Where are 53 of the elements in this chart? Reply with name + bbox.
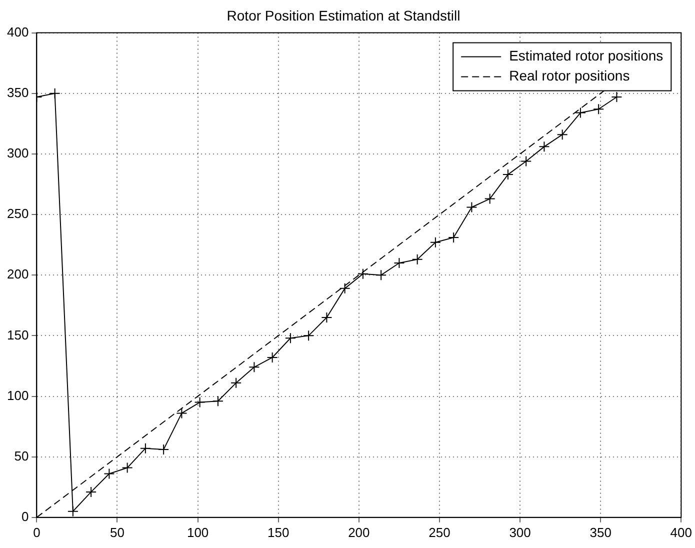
point bbox=[466, 202, 478, 213]
y-tick-label: 400 bbox=[6, 24, 29, 40]
y-tick-label: 0 bbox=[21, 508, 29, 524]
point bbox=[593, 104, 604, 115]
point bbox=[484, 193, 496, 204]
x-tick-label: 400 bbox=[670, 524, 692, 540]
point bbox=[376, 270, 387, 281]
x-tick-label: 50 bbox=[110, 524, 124, 540]
x-tick-label: 200 bbox=[348, 524, 370, 540]
y-tick-label: 350 bbox=[6, 84, 29, 100]
chart-title: Rotor Position Estimation at Standstill bbox=[226, 7, 460, 24]
x-tick-label: 350 bbox=[590, 524, 612, 540]
y-tick-label: 250 bbox=[6, 206, 29, 222]
y-tick-label: 50 bbox=[14, 448, 29, 464]
point bbox=[284, 332, 296, 344]
point bbox=[122, 462, 133, 474]
point bbox=[266, 352, 278, 363]
x-tick-label: 150 bbox=[268, 524, 290, 540]
point bbox=[430, 236, 441, 248]
x-tick-label: 250 bbox=[428, 524, 450, 540]
point bbox=[538, 141, 550, 152]
point bbox=[140, 442, 151, 454]
point bbox=[67, 506, 78, 517]
point bbox=[574, 107, 586, 118]
y-tick-label: 200 bbox=[6, 266, 29, 282]
legend-label: Real rotor positions bbox=[509, 68, 630, 84]
point bbox=[248, 362, 260, 373]
point bbox=[412, 254, 423, 265]
point bbox=[448, 232, 460, 244]
point bbox=[394, 257, 405, 268]
point bbox=[212, 396, 224, 407]
point bbox=[520, 156, 532, 167]
point bbox=[321, 312, 332, 324]
point bbox=[49, 88, 60, 99]
y-tick-label: 150 bbox=[6, 327, 29, 342]
point bbox=[86, 486, 97, 498]
y-tick-label: 300 bbox=[6, 146, 29, 161]
point bbox=[158, 444, 170, 456]
point bbox=[556, 129, 568, 140]
point bbox=[502, 169, 514, 180]
y-tick-label: 100 bbox=[6, 388, 29, 403]
point bbox=[611, 92, 622, 103]
point bbox=[339, 282, 350, 294]
point bbox=[176, 408, 188, 419]
point bbox=[303, 330, 314, 342]
x-tick-label: 300 bbox=[509, 524, 531, 540]
point bbox=[230, 377, 242, 388]
legend-label: Estimated rotor positions bbox=[509, 48, 664, 64]
point bbox=[194, 396, 206, 408]
point bbox=[357, 268, 368, 280]
x-tick-label: 0 bbox=[33, 524, 40, 540]
point bbox=[104, 468, 115, 480]
x-tick-label: 100 bbox=[186, 524, 209, 540]
